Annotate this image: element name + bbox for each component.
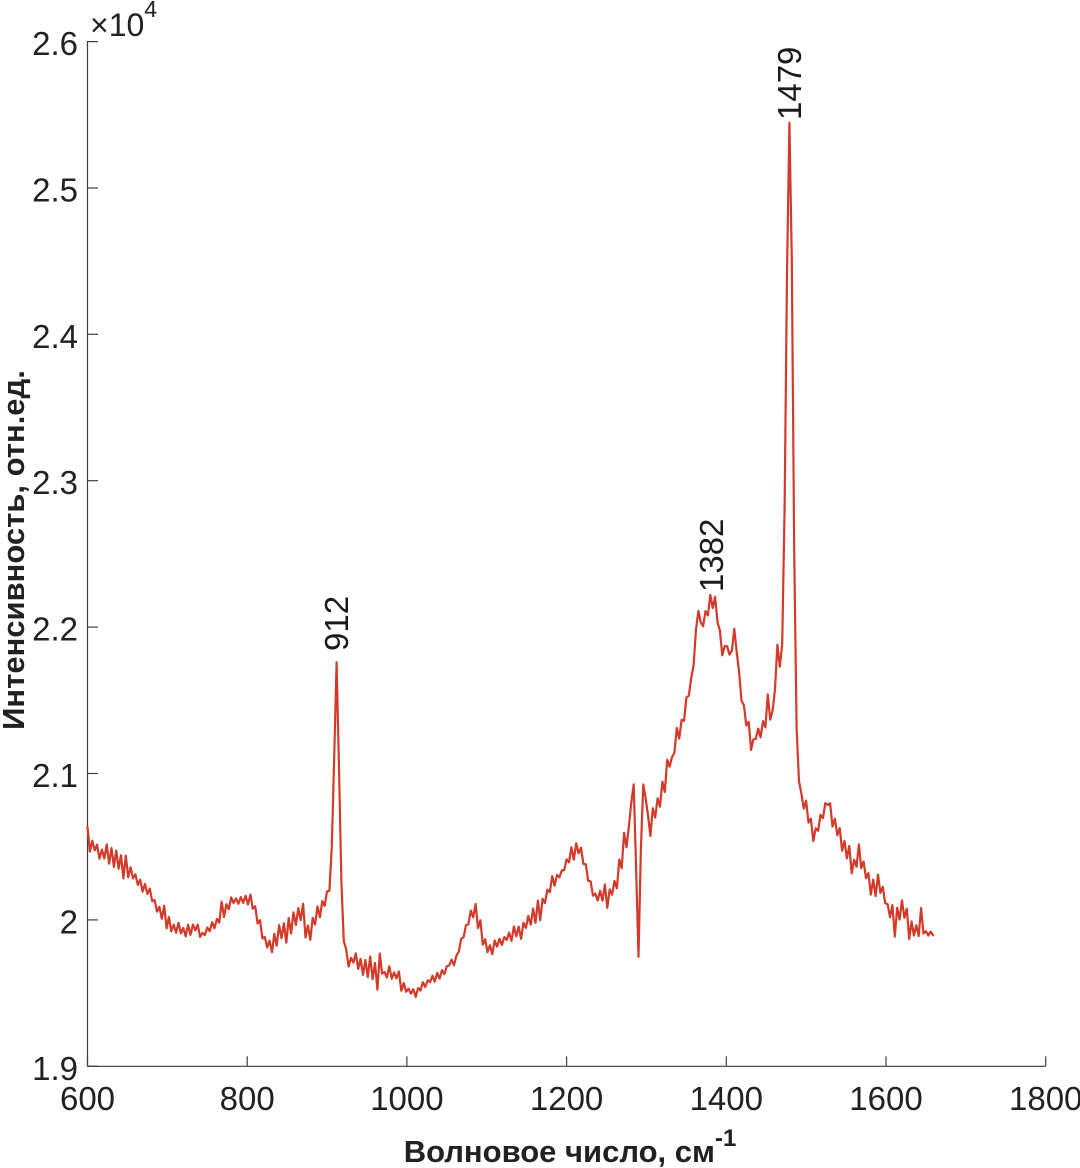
svg-text:1400: 1400 — [690, 1080, 763, 1117]
svg-text:1800: 1800 — [1009, 1080, 1080, 1117]
svg-text:800: 800 — [220, 1080, 275, 1117]
svg-text:1200: 1200 — [530, 1080, 603, 1117]
svg-text:Интенсивность, отн.ед.: Интенсивность, отн.ед. — [0, 370, 31, 730]
svg-text:1600: 1600 — [849, 1080, 922, 1117]
svg-text:2.4: 2.4 — [32, 318, 78, 355]
svg-text:912: 912 — [318, 596, 355, 651]
svg-text:2.5: 2.5 — [32, 172, 78, 209]
svg-text:2.6: 2.6 — [32, 25, 78, 62]
svg-text:2.3: 2.3 — [32, 464, 78, 501]
svg-text:2: 2 — [60, 903, 78, 940]
svg-text:1000: 1000 — [370, 1080, 443, 1117]
svg-text:1382: 1382 — [693, 519, 730, 592]
svg-text:1.9: 1.9 — [32, 1050, 78, 1087]
svg-text:1479: 1479 — [771, 47, 808, 120]
svg-text:2.1: 2.1 — [32, 757, 78, 794]
svg-text:600: 600 — [60, 1080, 115, 1117]
svg-text:2.2: 2.2 — [32, 611, 78, 648]
